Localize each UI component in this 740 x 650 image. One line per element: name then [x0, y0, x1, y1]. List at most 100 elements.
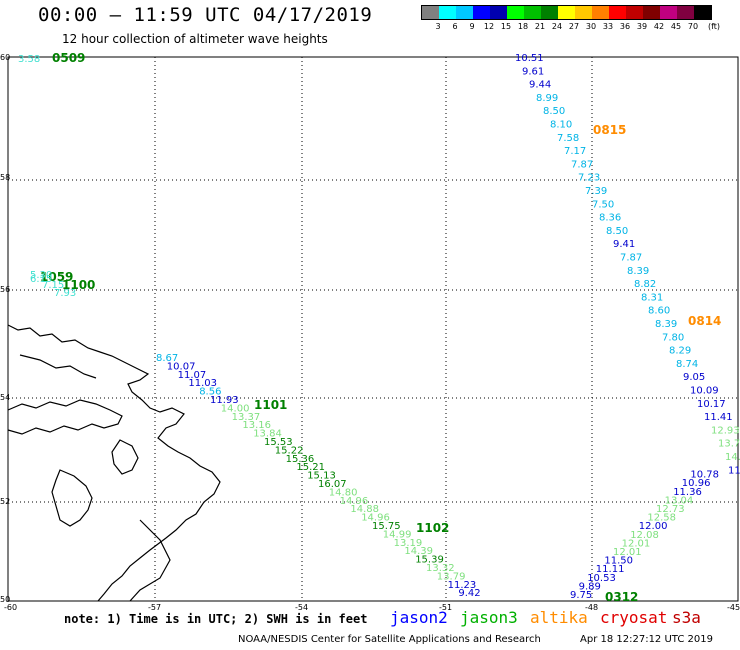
pass-time-1100: 1100	[62, 278, 95, 292]
wave-height-label: 8.39	[627, 266, 649, 277]
wave-height-label: 14.99	[383, 529, 412, 540]
wave-height-label: 7.93	[54, 288, 76, 299]
legend-tick-label: 15	[500, 22, 512, 31]
wave-height-label: 10.96	[682, 478, 711, 489]
pass-time-1059: 1059	[40, 270, 73, 284]
legend-tick-label: 33	[602, 22, 614, 31]
wave-height-label: 15.53	[264, 437, 293, 448]
legend-swatch	[592, 6, 609, 19]
legend-tick-label: 6	[452, 22, 458, 31]
coast-fjord	[19, 354, 97, 379]
wave-height-label: 8.50	[543, 106, 565, 117]
lat-label: 58	[0, 173, 10, 182]
wave-height-label: 12.00	[639, 521, 668, 532]
wave-height-label: 8.10	[550, 120, 572, 131]
graticule	[8, 57, 738, 601]
legend-unit: (ft)	[707, 22, 721, 31]
coast-island	[111, 439, 139, 475]
wave-height-label: 14.80	[329, 487, 358, 498]
legend-swatch	[473, 6, 490, 19]
wave-height-label: 9.89	[579, 581, 601, 592]
wave-height-label: 10.78	[690, 470, 719, 481]
pass-times: 0509 1059 1100 1101 1102 0815 0814 0312	[40, 51, 721, 604]
wave-height-label: 15.21	[296, 462, 325, 473]
wave-height-label: 13.04	[665, 495, 694, 506]
coastline	[7, 324, 221, 602]
wave-height-label: 8.39	[655, 319, 677, 330]
legend-swatch	[490, 6, 507, 19]
legend-swatch	[541, 6, 558, 19]
legend-tick-label: 42	[653, 22, 665, 31]
wave-height-label: 12.58	[647, 513, 676, 524]
wave-height-label: 13.32	[426, 563, 455, 574]
wave-height-label: 14.96	[340, 496, 369, 507]
legend-swatch	[456, 6, 473, 19]
wave-height-label: 11	[728, 465, 740, 476]
wave-height-label: 3.58	[18, 54, 40, 65]
legend-tick-label: 70	[687, 22, 699, 31]
wave-height-label: 7.87	[571, 159, 593, 170]
legend-swatch	[626, 6, 643, 19]
legend-swatch	[439, 6, 456, 19]
pass-time-0312: 0312	[605, 590, 638, 604]
lat-label: 56	[0, 285, 10, 294]
wave-height-label: 16.07	[318, 479, 347, 490]
lat-axis: 60 58 56 54 52 50	[0, 53, 10, 604]
wave-height-label: 10.09	[690, 386, 719, 397]
pass-time-1101: 1101	[254, 398, 287, 412]
legend-tick-label: 45	[670, 22, 682, 31]
wave-height-label: 15.75	[372, 521, 401, 532]
legend-tick-label: 36	[619, 22, 631, 31]
wave-height-label: 7.17	[564, 146, 586, 157]
wave-height-label: 13.79	[437, 571, 466, 582]
wave-height-label: 15.22	[275, 445, 304, 456]
map-frame	[7, 56, 739, 602]
lon-label: -60	[4, 603, 17, 612]
wave-height-label: 11.36	[673, 487, 702, 498]
wave-height-label: 13.16	[242, 420, 271, 431]
lon-label: -54	[295, 603, 308, 612]
wave-height-label: 9.05	[683, 372, 705, 383]
credit-line: NOAA/NESDIS Center for Satellite Applica…	[238, 634, 541, 645]
wave-height-label: 14.7	[725, 452, 740, 463]
wave-height-label: 11.93	[210, 395, 239, 406]
wave-height-label: 9.44	[529, 80, 551, 91]
legend-swatch	[677, 6, 694, 19]
wave-height-label: 13.19	[394, 538, 423, 549]
lon-label: -45	[727, 603, 740, 612]
wave-height-label: 7.23	[578, 173, 600, 184]
wave-height-label: 9.42	[458, 588, 480, 599]
coast-inlet	[7, 399, 123, 435]
wave-height-label: 15.36	[286, 454, 315, 465]
wave-height-label: 12.08	[630, 530, 659, 541]
lon-label: -57	[148, 603, 161, 612]
legend-tick-label: 3	[435, 22, 441, 31]
wave-height-label: 7.15	[42, 280, 64, 291]
wave-height-label: 7.87	[620, 253, 642, 264]
wave-height-label: 11.50	[604, 556, 633, 567]
legend-swatch	[694, 6, 711, 19]
generated-timestamp: Apr 18 12:27:12 UTC 2019	[580, 634, 713, 645]
lat-label: 50	[0, 595, 10, 604]
map-subtitle: 12 hour collection of altimeter wave hei…	[62, 32, 328, 46]
wave-height-label: 9.41	[613, 239, 635, 250]
legend-swatch	[507, 6, 524, 19]
lat-label: 60	[0, 53, 10, 62]
wave-height-label: 8.67	[156, 353, 178, 364]
legend-tick-label: 18	[517, 22, 529, 31]
legend-tick-label: 27	[568, 22, 580, 31]
legend-tick-label: 24	[551, 22, 563, 31]
wave-height-label: 8.99	[536, 93, 558, 104]
wave-height-label: 13.74	[718, 439, 740, 450]
pass-time-0815: 0815	[593, 123, 626, 137]
wave-height-label: 11.41	[704, 412, 733, 423]
legend-swatch	[575, 6, 592, 19]
wave-height-label: 7.50	[592, 199, 614, 210]
legend-swatch	[558, 6, 575, 19]
color-legend: 3 6 9 12 15 18 21 24 27 30 33 36 39 42 45 70 (ft)	[421, 5, 720, 34]
legend-swatch	[609, 6, 626, 19]
wave-height-label: 8.60	[648, 306, 670, 317]
wave-height-label: 11.23	[448, 580, 477, 591]
wave-height-label: 7.39	[585, 186, 607, 197]
